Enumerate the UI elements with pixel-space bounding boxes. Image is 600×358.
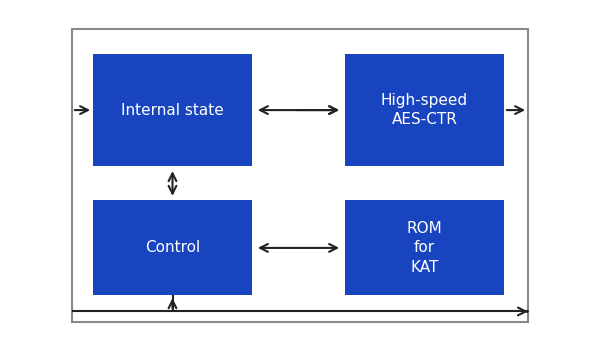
- Text: Control: Control: [145, 241, 200, 255]
- Bar: [93, 54, 252, 166]
- Bar: [345, 54, 504, 166]
- Bar: [345, 200, 504, 295]
- Bar: [93, 200, 252, 295]
- Text: Internal state: Internal state: [121, 103, 224, 117]
- Bar: [72, 29, 528, 322]
- Text: ROM
for
KAT: ROM for KAT: [407, 221, 442, 275]
- Text: High-speed
AES-CTR: High-speed AES-CTR: [381, 93, 468, 127]
